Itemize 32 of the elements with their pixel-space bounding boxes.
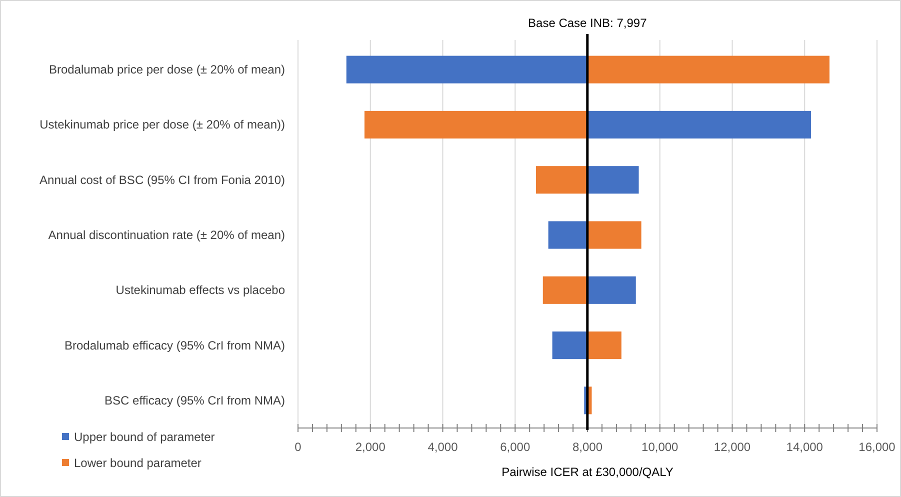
y-tick-label: Ustekinumab price per dose (± 20% of mean))	[40, 118, 285, 132]
bar	[536, 166, 588, 194]
y-tick-label: Brodalumab efficacy (95% CrI from NMA)	[64, 338, 285, 352]
y-tick-label: Annual cost of BSC (95% CI from Fonia 2010)	[40, 172, 285, 187]
y-tick-label: Brodalumab price per dose (± 20% of mean)	[48, 62, 285, 77]
bar	[346, 56, 588, 84]
bar	[364, 110, 588, 138]
x-tick-label: 10,000	[642, 440, 679, 454]
x-tick-label: 2,000	[355, 440, 386, 454]
x-tick-label: 6,000	[500, 440, 530, 454]
y-tick-label: Annual discontinuation rate (± 20% of mean)	[48, 228, 285, 242]
bar	[587, 332, 622, 360]
legend-label: Lower bound parameter	[74, 456, 202, 470]
x-axis-title: Pairwise ICER at £30,000/QALY	[502, 465, 674, 479]
bar	[587, 56, 830, 84]
x-tick-label: 4,000	[428, 440, 458, 454]
y-tick-label: Ustekinumab effects vs placebo	[116, 283, 286, 298]
x-tick-label: 12,000	[714, 440, 751, 454]
x-tick-label: 14,000	[786, 440, 824, 454]
ref-line-label: Base Case INB: 7,997	[528, 16, 648, 30]
bar	[587, 221, 642, 249]
x-tick-label: 16,000	[858, 440, 896, 454]
x-tick-label: 0	[294, 440, 302, 454]
bar	[552, 332, 588, 360]
bar	[587, 276, 636, 304]
bar	[587, 166, 639, 194]
bar	[587, 110, 812, 138]
legend-label: Upper bound of parameter	[74, 430, 215, 444]
bar	[548, 221, 588, 249]
bar	[542, 276, 588, 304]
y-tick-label: BSC efficacy (95% CrI from NMA)	[104, 393, 285, 408]
x-tick-label: 8,000	[572, 440, 603, 454]
